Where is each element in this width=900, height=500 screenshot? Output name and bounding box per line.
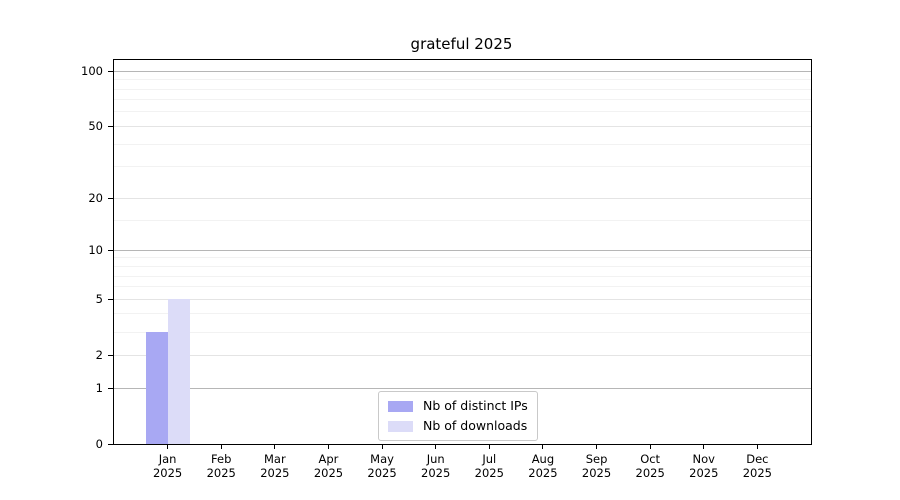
y-minor-gridline — [114, 219, 811, 221]
x-tick-label: Mar 2025 — [246, 452, 304, 480]
x-tick-month: Oct — [640, 452, 661, 466]
x-tick-month: Nov — [692, 452, 715, 466]
x-tick-label: Sep 2025 — [568, 452, 626, 480]
legend-swatch — [388, 420, 413, 432]
y-major-gridline — [114, 354, 811, 356]
y-major-gridline — [114, 125, 811, 127]
x-tick-mark — [435, 444, 437, 449]
legend-item: Nb of distinct IPs — [388, 398, 528, 414]
x-tick-year: 2025 — [474, 466, 504, 480]
y-minor-gridline — [114, 99, 811, 101]
y-tick-mark — [108, 387, 114, 389]
y-tick-label: 1 — [95, 381, 103, 395]
x-tick-label: May 2025 — [353, 452, 411, 480]
y-minor-gridline — [114, 143, 811, 145]
y-tick-label: 5 — [95, 292, 103, 307]
legend-item: Nb of downloads — [388, 418, 528, 434]
y-major-gridline — [114, 298, 811, 300]
y-tick-label: 20 — [88, 191, 103, 206]
x-tick-month: Apr — [318, 452, 339, 466]
y-minor-gridline — [114, 111, 811, 113]
x-tick-year: 2025 — [367, 466, 397, 480]
bar-distinct-ips — [145, 332, 168, 444]
x-tick-mark — [381, 444, 383, 449]
y-minor-gridline — [114, 79, 811, 81]
y-minor-gridline — [114, 166, 811, 168]
x-tick-label: Jul 2025 — [460, 452, 518, 480]
y-minor-gridline — [114, 266, 811, 267]
x-tick-label: Oct 2025 — [621, 452, 679, 480]
bar-downloads — [167, 299, 190, 444]
y-tick-label: 50 — [88, 119, 103, 134]
x-tick-year: 2025 — [260, 466, 290, 480]
x-tick-mark — [596, 444, 598, 449]
x-tick-mark — [756, 444, 758, 449]
x-tick-year: 2025 — [152, 466, 183, 480]
x-tick-label: Jun 2025 — [407, 452, 465, 480]
y-tick-mark — [108, 249, 114, 251]
y-major-gridline — [114, 249, 811, 251]
x-tick-year: 2025 — [581, 466, 612, 480]
y-major-gridline — [114, 197, 811, 199]
x-tick-month: Jan — [158, 452, 177, 466]
x-tick-label: Nov 2025 — [675, 452, 733, 480]
y-tick-label: 100 — [81, 64, 103, 79]
legend: Nb of distinct IPs Nb of downloads — [378, 391, 538, 441]
x-tick-year: 2025 — [528, 466, 558, 480]
y-tick-mark — [108, 125, 114, 127]
y-tick-label: 2 — [95, 348, 103, 363]
y-minor-gridline — [114, 88, 811, 90]
plot-area: 0 1 2 5 10 20 50 100 Jan 2025 Feb 2025 Mar 2025 Apr 202… — [81, 59, 812, 480]
legend-label: Nb of downloads — [423, 418, 528, 433]
x-tick-mark — [649, 444, 651, 449]
x-tick-mark — [488, 444, 490, 449]
x-tick-year: 2025 — [635, 466, 665, 480]
y-tick-mark — [108, 197, 114, 199]
x-tick-month: Dec — [746, 452, 769, 466]
x-tick-month: Feb — [211, 452, 232, 466]
x-tick-month: Jul — [482, 452, 497, 466]
y-tick-label: 10 — [88, 243, 103, 258]
x-tick-mark — [327, 444, 329, 449]
x-tick-year: 2025 — [421, 466, 451, 480]
x-tick-mark — [542, 444, 544, 449]
x-tick-mark — [274, 444, 276, 449]
x-tick-label: Apr 2025 — [299, 452, 357, 480]
x-tick-month: Aug — [531, 452, 555, 466]
legend-label: Nb of distinct IPs — [423, 398, 528, 413]
x-tick-month: Mar — [263, 452, 286, 466]
y-minor-gridline — [114, 257, 811, 259]
y-minor-gridline — [114, 313, 811, 315]
x-tick-label: Dec 2025 — [728, 452, 786, 480]
y-minor-gridline — [114, 331, 811, 333]
x-tick-month: Sep — [585, 452, 608, 466]
y-major-gridline — [114, 387, 811, 389]
x-tick-year: 2025 — [689, 466, 719, 480]
x-tick-mark — [220, 444, 222, 449]
y-tick-label: 0 — [95, 437, 103, 451]
x-tick-month: Jun — [426, 452, 445, 466]
x-tick-label: Aug 2025 — [514, 452, 572, 480]
x-tick-label: Jan 2025 — [139, 452, 197, 480]
y-minor-gridline — [114, 275, 811, 277]
y-tick-mark — [108, 298, 114, 300]
y-tick-mark — [108, 443, 114, 445]
chart-title: grateful 2025 — [410, 35, 513, 53]
legend-swatch — [388, 400, 413, 412]
x-tick-label: Feb 2025 — [192, 452, 250, 480]
y-tick-mark — [108, 70, 114, 72]
x-tick-month: May — [370, 452, 394, 466]
y-tick-mark — [108, 354, 114, 356]
x-tick-mark — [703, 444, 705, 449]
x-tick-year: 2025 — [206, 466, 236, 480]
x-tick-year: 2025 — [313, 466, 344, 480]
y-major-gridline — [114, 70, 811, 72]
x-tick-mark — [167, 444, 169, 449]
y-minor-gridline — [114, 286, 811, 288]
x-tick-year: 2025 — [742, 466, 773, 480]
